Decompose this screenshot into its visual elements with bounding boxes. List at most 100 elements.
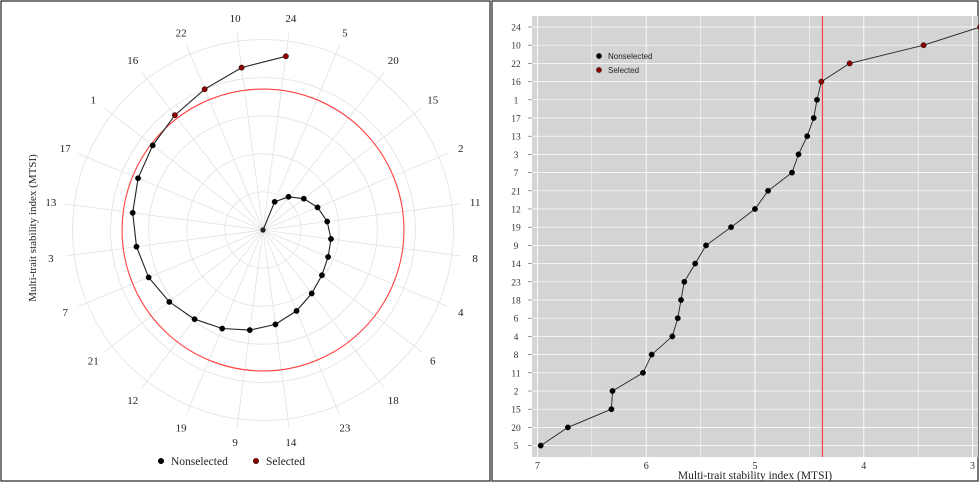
dot-y-tick-2: 2 xyxy=(514,388,519,398)
radar-grid-spoke xyxy=(78,153,264,231)
radar-grid-spoke xyxy=(64,203,264,231)
dot-x-tick-4: 4 xyxy=(861,461,866,472)
radar-grid-spoke xyxy=(262,229,340,415)
dot-y-tick-21: 21 xyxy=(511,187,521,197)
dot-legend: Nonselected Selected xyxy=(596,52,652,75)
radar-category-label-21: 21 xyxy=(88,355,99,367)
dot-points xyxy=(537,24,979,449)
radar-point-nonselected-20 xyxy=(285,193,292,200)
dot-y-tick-24: 24 xyxy=(511,24,521,34)
radar-grid-spoke xyxy=(262,107,422,231)
radar-grid-spoke xyxy=(78,229,264,307)
dot-point-nonselected-6 xyxy=(674,315,681,322)
radar-grid-spoke xyxy=(262,229,448,307)
radar-grid-spoke xyxy=(262,229,462,257)
dot-y-tick-4: 4 xyxy=(514,333,519,343)
radar-category-label-12: 12 xyxy=(127,395,138,407)
dot-point-nonselected-20 xyxy=(564,424,571,431)
dot-y-tick-20: 20 xyxy=(511,424,521,434)
radar-point-nonselected-2 xyxy=(314,204,321,211)
radar-category-label-8: 8 xyxy=(472,253,478,265)
radar-point-nonselected-18 xyxy=(308,290,315,297)
dot-legend-label-nonselected: Nonselected xyxy=(608,52,652,61)
radar-legend: Nonselected Selected xyxy=(157,456,305,468)
dot-y-tick-6: 6 xyxy=(514,315,519,325)
radar-category-label-9: 9 xyxy=(232,437,238,449)
radar-legend-marker-nonselected xyxy=(157,458,164,465)
dot-y-tick-8: 8 xyxy=(514,351,519,361)
radar-grid-spoke xyxy=(262,229,290,429)
radar-point-nonselected-21 xyxy=(166,298,173,305)
radar-category-label-16: 16 xyxy=(127,55,139,67)
radar-grid-spoke xyxy=(186,229,264,415)
radar-category-label-13: 13 xyxy=(45,197,57,209)
radar-grid-spoke xyxy=(262,153,448,231)
radar-chart: 245201521184618231491912217313171162210 … xyxy=(27,13,480,468)
radar-point-nonselected-14 xyxy=(272,321,279,328)
radar-grid-ring xyxy=(186,153,340,307)
dot-chart: 241022161171337211219914231864811215205 … xyxy=(511,16,979,482)
dot-x-tick-labels: 7 6 5 4 3 xyxy=(535,461,975,472)
dot-point-nonselected-8 xyxy=(648,351,655,358)
radar-category-labels: 24 5 20 15 2 11 8 4 6 18 23 14 9 19 12 21 7 3 13 17 1 16 22 10 xyxy=(45,13,480,449)
radar-point-selected-22 xyxy=(201,86,208,93)
radar-point-nonselected-4 xyxy=(325,254,332,260)
dot-legend-label-selected: Selected xyxy=(608,66,639,75)
dot-y-tick-15: 15 xyxy=(511,406,521,416)
radar-grid-spoke xyxy=(140,71,264,231)
radar-point-selected-24 xyxy=(282,53,289,60)
radar-category-label-20: 20 xyxy=(388,55,400,67)
dot-y-tick-12: 12 xyxy=(511,206,521,216)
left-panel-border xyxy=(0,0,491,482)
radar-category-label-17: 17 xyxy=(60,143,72,155)
dot-grid xyxy=(532,16,978,457)
dot-y-tick-9: 9 xyxy=(514,242,519,252)
dot-point-selected-10 xyxy=(920,42,927,49)
dot-curve xyxy=(540,26,979,446)
dot-y-tick-labels: 24 10 22 16 1 17 13 3 7 21 12 19 9 14 23 18 6 4 8 11 2 15 20 5 xyxy=(511,24,532,452)
radar-grid-spoke xyxy=(186,45,264,231)
dot-point-nonselected-17 xyxy=(810,115,817,121)
radar-category-label-2: 2 xyxy=(458,143,464,155)
radar-point-nonselected-19 xyxy=(219,325,226,332)
dot-y-tick-22: 22 xyxy=(511,60,521,70)
dot-y-tick-1: 1 xyxy=(514,96,519,106)
radar-point-nonselected-6 xyxy=(319,272,325,279)
radar-legend-marker-selected xyxy=(252,458,259,465)
dot-y-tick-16: 16 xyxy=(511,78,521,88)
radar-point-nonselected-8 xyxy=(328,236,334,242)
dot-y-tick-18: 18 xyxy=(511,297,521,307)
dot-x-tick-7: 7 xyxy=(535,461,540,472)
dot-y-tick-19: 19 xyxy=(511,224,521,234)
dot-point-nonselected-3 xyxy=(795,151,802,158)
radar-category-label-15: 15 xyxy=(427,95,439,107)
radar-point-nonselected-9 xyxy=(246,327,253,333)
radar-grid-ring xyxy=(224,191,302,269)
radar-grid-spoke xyxy=(262,229,386,389)
dot-y-tick-23: 23 xyxy=(511,278,521,288)
dot-legend-marker-nonselected xyxy=(596,53,602,59)
radar-category-label-14: 14 xyxy=(285,437,297,449)
dot-point-nonselected-7 xyxy=(789,169,795,176)
dot-x-tick-3: 3 xyxy=(970,461,975,472)
radar-category-label-24: 24 xyxy=(285,13,297,25)
dot-curve-path xyxy=(540,26,979,446)
dot-x-tick-6: 6 xyxy=(644,461,649,472)
dot-legend-marker-selected xyxy=(596,67,602,73)
radar-point-selected-10 xyxy=(238,64,245,71)
radar-point-nonselected-17 xyxy=(135,175,141,182)
radar-cutoff-ring xyxy=(121,88,405,372)
dot-point-nonselected-19 xyxy=(728,224,734,231)
radar-grid-spoke xyxy=(262,31,290,231)
dot-point-nonselected-15 xyxy=(608,406,615,413)
dot-y-tick-10: 10 xyxy=(511,42,521,52)
radar-point-nonselected-7 xyxy=(145,274,152,281)
radar-category-label-10: 10 xyxy=(230,13,242,25)
radar-category-label-5: 5 xyxy=(342,27,348,39)
radar-point-nonselected-3 xyxy=(133,243,140,250)
radar-grid-ring xyxy=(110,77,416,383)
dot-point-nonselected-4 xyxy=(669,333,676,340)
radar-grid-spoke xyxy=(64,229,264,257)
radar-category-label-11: 11 xyxy=(470,197,481,209)
dot-x-tick-5: 5 xyxy=(753,461,758,472)
